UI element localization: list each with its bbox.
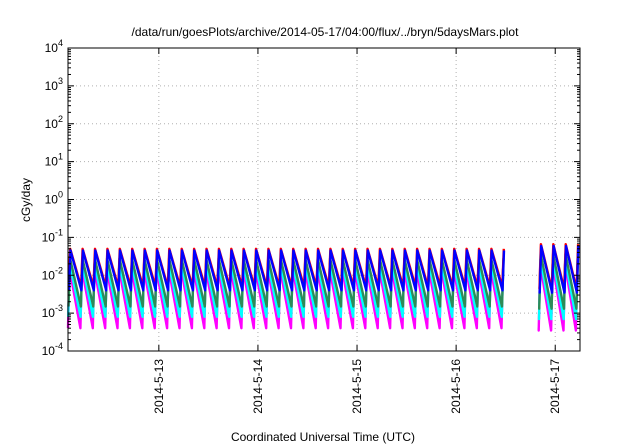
ticks: 10-4 10-3 10-2 10-1 100 101 102 103 104 2014-5-13…: [42, 38, 580, 414]
x-axis-label: Coordinated Universal Time (UTC): [231, 430, 415, 444]
series-line: [67, 244, 580, 294]
y-tick-label: 10-3: [42, 303, 63, 320]
y-tick-label: 104: [45, 38, 63, 55]
series-group: [66, 243, 580, 332]
x-tick-label: 2014-5-15: [350, 359, 364, 414]
x-tick-label: 2014-5-13: [152, 359, 166, 414]
y-tick-label: 10-2: [42, 265, 63, 282]
y-tick-label: 102: [45, 114, 63, 131]
y-tick-label: 103: [45, 76, 63, 93]
x-tick-label: 2014-5-14: [251, 359, 265, 414]
y-tick-label: 101: [45, 152, 63, 169]
y-axis-label: cGy/day: [19, 178, 33, 222]
x-tick-label: 2014-5-16: [449, 359, 463, 414]
y-tick-label: 10-4: [42, 341, 63, 358]
x-tick-label: 2014-5-17: [548, 359, 562, 414]
y-tick-label: 10-1: [42, 227, 63, 244]
y-tick-label: 100: [45, 190, 63, 207]
chart-title: /data/run/goesPlots/archive/2014-05-17/0…: [132, 25, 520, 39]
